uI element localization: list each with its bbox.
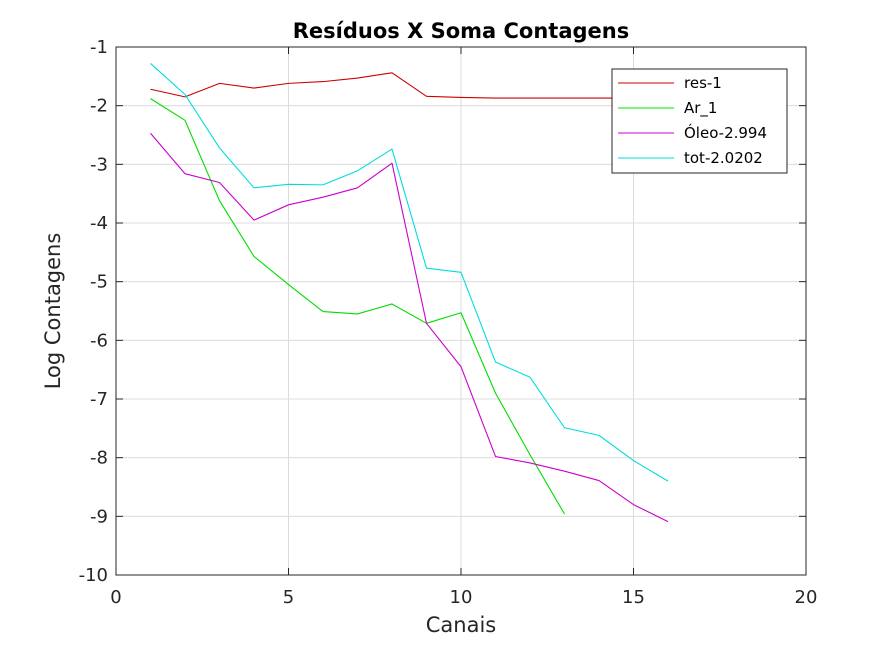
y-tick-label: -4 xyxy=(90,213,108,234)
series-line-2 xyxy=(150,132,669,523)
chart-title: Resíduos X Soma Contagens xyxy=(293,19,629,43)
y-tick-label: -3 xyxy=(90,154,108,175)
y-tick-label: -8 xyxy=(90,448,108,469)
series-line-0 xyxy=(150,72,668,99)
x-axis-label: Canais xyxy=(426,613,497,637)
x-tick-label: 10 xyxy=(450,587,473,608)
legend-label-1: Ar_1 xyxy=(684,99,717,118)
y-tick-label: -2 xyxy=(90,96,108,117)
y-tick-label: -9 xyxy=(90,506,108,527)
plot-area: 0 5 10 15 20 -10 -9 -8 -7 -6 -5 -4 -3 -2 -1 res-1 Ar_1 Ól… xyxy=(79,37,818,608)
legend-label-3: tot-2.0202 xyxy=(684,149,763,167)
y-tick-label: -1 xyxy=(90,37,108,58)
y-tick-label: -5 xyxy=(90,272,108,293)
series-line-1 xyxy=(150,98,565,515)
legend-label-2: Óleo-2.994 xyxy=(684,123,767,142)
y-tick-label: -6 xyxy=(90,330,108,351)
y-tick-label: -10 xyxy=(79,565,108,586)
series-line-3 xyxy=(150,63,669,482)
y-axis-label: Log Contagens xyxy=(41,233,65,390)
x-tick-label: 20 xyxy=(795,587,818,608)
x-tick-label: 5 xyxy=(283,587,294,608)
x-tick-label: 15 xyxy=(622,587,645,608)
legend-label-0: res-1 xyxy=(684,74,722,92)
axes-box xyxy=(115,46,807,576)
legend-box xyxy=(611,68,788,174)
y-tick-label: -7 xyxy=(90,389,108,410)
x-tick-label: 0 xyxy=(110,587,121,608)
